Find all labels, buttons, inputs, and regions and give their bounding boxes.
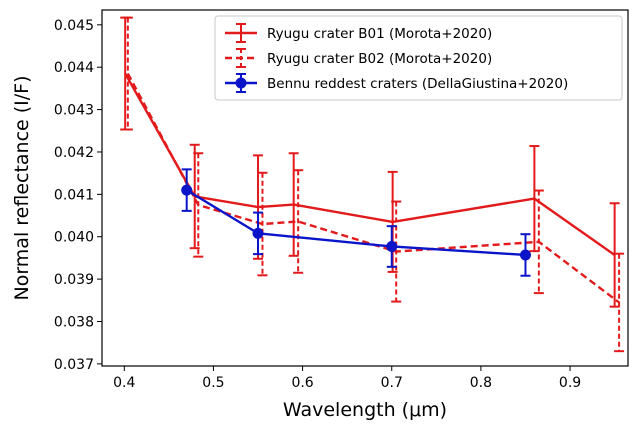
- x-tick-label: 0.8: [470, 375, 492, 391]
- series-line: [186, 189, 526, 257]
- error-bar: [122, 16, 133, 131]
- legend: Ryugu crater B01 (Morota+2020) Ryugu crat…: [214, 15, 623, 101]
- series-2: [122, 16, 625, 353]
- plot-area: [120, 16, 625, 353]
- legend-entry-2: Ryugu crater B02 (Morota+2020): [225, 48, 492, 68]
- error-bar: [614, 252, 625, 353]
- error-bar: [529, 145, 540, 253]
- x-tick-label: 0.6: [291, 375, 313, 391]
- error-bar: [391, 200, 402, 303]
- legend-label: Ryugu crater B01 (Morota+2020): [267, 26, 492, 42]
- axis-ticks: 0.4 0.5 0.6 0.7 0.8 0.9 0.037 0.038 0.039 0.040 0.…: [54, 18, 581, 391]
- legend-entry-1: Ryugu crater B01 (Morota+2020): [225, 23, 492, 43]
- x-tick-label: 0.4: [113, 375, 135, 391]
- error-bar: [293, 169, 304, 274]
- legend-marker: [235, 77, 247, 89]
- y-tick-label: 0.045: [54, 18, 94, 34]
- data-point: [181, 184, 193, 196]
- legend-label: Bennu reddest craters (DellaGiustina+202…: [267, 76, 568, 92]
- series-3: [181, 168, 531, 277]
- error-bar: [252, 211, 264, 256]
- error-bar: [193, 152, 204, 258]
- error-bar: [181, 168, 193, 212]
- y-axis-title: Normal reflectance (I/F): [11, 75, 33, 300]
- x-tick-label: 0.5: [202, 375, 224, 391]
- y-tick-label: 0.039: [54, 272, 94, 288]
- error-bar: [519, 233, 531, 277]
- error-bar: [189, 143, 200, 250]
- series-line: [126, 73, 620, 304]
- y-tick-label: 0.038: [54, 315, 94, 331]
- legend-box: [214, 15, 623, 101]
- y-tick-label: 0.040: [54, 230, 94, 246]
- legend-label: Ryugu crater B02 (Morota+2020): [267, 51, 492, 67]
- y-tick-label: 0.042: [54, 145, 94, 161]
- error-bar: [386, 225, 398, 268]
- x-tick-label: 0.7: [381, 375, 403, 391]
- x-axis-title: Wavelength (μm): [283, 399, 447, 421]
- y-tick-label: 0.037: [54, 357, 94, 373]
- data-point: [519, 249, 531, 261]
- error-bar: [533, 189, 544, 295]
- y-tick-label: 0.041: [54, 187, 94, 203]
- data-point: [252, 227, 264, 239]
- axes-frame: [101, 9, 629, 367]
- y-tick-label: 0.043: [54, 103, 94, 119]
- error-bar: [257, 171, 268, 277]
- error-bar: [609, 202, 620, 308]
- legend-entry-3: Bennu reddest craters (DellaGiustina+202…: [225, 73, 568, 93]
- y-tick-label: 0.044: [54, 60, 94, 76]
- data-point: [386, 240, 398, 252]
- x-tick-label: 0.9: [559, 375, 581, 391]
